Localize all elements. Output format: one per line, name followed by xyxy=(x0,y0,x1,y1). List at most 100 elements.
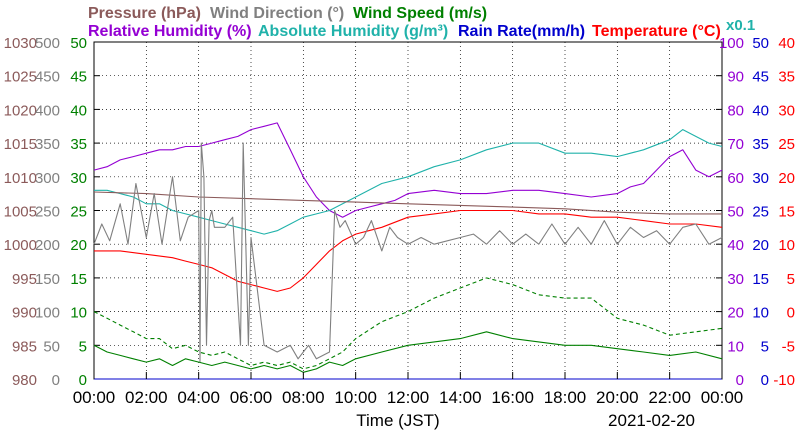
humidity-tick: 30 xyxy=(727,271,744,288)
wind_speed-tick: 5 xyxy=(79,338,87,355)
pressure-tick: 1030 xyxy=(4,35,37,52)
pressure-tick: 995 xyxy=(12,271,37,288)
temperature-tick: 40 xyxy=(778,35,795,52)
wind_speed-tick: 20 xyxy=(70,237,87,254)
pressure-tick: 990 xyxy=(12,305,37,322)
x-tick-label: 04:00 xyxy=(177,388,220,407)
series-line xyxy=(94,129,723,235)
pressure-tick: 980 xyxy=(12,372,37,389)
rain_rate-tick: 50 xyxy=(752,35,769,52)
wind_direction-tick: 150 xyxy=(35,271,60,288)
humidity-tick: 10 xyxy=(727,338,744,355)
header-label: Absolute Humidity (g/m³) xyxy=(258,23,448,40)
rain_rate-tick: 40 xyxy=(752,102,769,119)
wind_direction-tick: 300 xyxy=(35,170,60,187)
wind_direction-tick: 0 xyxy=(52,372,60,389)
humidity-tick: 100 xyxy=(719,35,744,52)
rain_rate-tick: 30 xyxy=(752,170,769,187)
wind_speed-tick: 40 xyxy=(70,102,87,119)
rain_rate-tick: 0 xyxy=(761,372,769,389)
series-line xyxy=(93,122,723,218)
wind_speed-tick: 30 xyxy=(70,170,87,187)
rain_rate-tick: 35 xyxy=(752,136,769,153)
humidity-tick: 20 xyxy=(727,305,744,322)
temperature-tick: 20 xyxy=(778,170,795,187)
x-tick-label: 18:00 xyxy=(544,388,587,407)
x-tick-label: 06:00 xyxy=(230,388,273,407)
multiplier-label: x0.1 xyxy=(726,17,755,34)
temperature-tick: 10 xyxy=(778,237,795,254)
wind_speed-tick: 0 xyxy=(79,372,87,389)
x-axis: 00:00 02:00 04:00 06:00 08:00 10:00 12:00 14:00… xyxy=(73,372,744,407)
x-tick-label: 14:00 xyxy=(439,388,482,407)
wind_speed-tick: 15 xyxy=(70,271,87,288)
wind_direction-tick: 50 xyxy=(43,338,60,355)
x-tick-label: 10:00 xyxy=(334,388,377,407)
rain_rate-tick: 15 xyxy=(752,271,769,288)
wind_speed-tick: 45 xyxy=(70,69,87,86)
header-label: Temperature (°C) xyxy=(592,23,721,40)
x-tick-label: 00:00 xyxy=(73,388,116,407)
humidity-tick: 0 xyxy=(736,372,744,389)
left-axes: 1030102510201015101010051000995990985980… xyxy=(4,35,100,389)
pressure-tick: 1010 xyxy=(4,170,37,187)
series-line xyxy=(93,277,723,370)
pressure-tick: 1020 xyxy=(4,102,37,119)
wind_direction-tick: 400 xyxy=(35,102,60,119)
series-line xyxy=(93,142,723,363)
humidity-tick: 70 xyxy=(727,136,744,153)
pressure-tick: 1000 xyxy=(4,237,37,254)
wind_speed-tick: 50 xyxy=(70,35,87,52)
x-tick-label: 08:00 xyxy=(282,388,325,407)
series-line xyxy=(93,191,722,215)
temperature-tick: -5 xyxy=(782,338,795,355)
humidity-tick: 40 xyxy=(727,237,744,254)
x-tick-label: 00:00 xyxy=(701,388,744,407)
series-line xyxy=(93,331,723,373)
wind_direction-tick: 500 xyxy=(35,35,60,52)
humidity-tick: 90 xyxy=(727,69,744,86)
wind_speed-tick: 35 xyxy=(70,136,87,153)
x-axis-title: Time (JST) xyxy=(356,411,439,430)
pressure-tick: 1025 xyxy=(4,69,37,86)
pressure-tick: 1015 xyxy=(4,136,37,153)
temperature-tick: 15 xyxy=(778,204,795,221)
wind_direction-tick: 200 xyxy=(35,237,60,254)
series-line xyxy=(94,209,723,292)
temperature-tick: 30 xyxy=(778,102,795,119)
pressure-tick: 985 xyxy=(12,338,37,355)
rain_rate-tick: 5 xyxy=(761,338,769,355)
chart-grid xyxy=(93,41,723,380)
temperature-tick: -10 xyxy=(773,372,795,389)
rain_rate-tick: 10 xyxy=(752,305,769,322)
rain_rate-tick: 45 xyxy=(752,69,769,86)
header-label: Rain Rate(mm/h) xyxy=(458,23,585,40)
humidity-tick: 80 xyxy=(727,102,744,119)
wind_direction-tick: 450 xyxy=(35,69,60,86)
wind_direction-tick: 250 xyxy=(35,204,60,221)
x-tick-label: 12:00 xyxy=(387,388,430,407)
rain_rate-tick: 25 xyxy=(752,204,769,221)
header-label: Pressure (hPa) xyxy=(88,5,201,22)
right-axes: 1009080706050403020100504540353025201510… xyxy=(716,35,795,389)
temperature-tick: 5 xyxy=(787,271,795,288)
wind_speed-tick: 25 xyxy=(70,204,87,221)
header-label: Relative Humidity (%) xyxy=(88,23,252,40)
pressure-tick: 1005 xyxy=(4,204,37,221)
temperature-tick: 25 xyxy=(778,136,795,153)
rain_rate-tick: 20 xyxy=(752,237,769,254)
x-tick-label: 22:00 xyxy=(648,388,691,407)
temperature-tick: 0 xyxy=(787,305,795,322)
wind_direction-tick: 100 xyxy=(35,305,60,322)
x-tick-label: 16:00 xyxy=(491,388,534,407)
chart-header: Pressure (hPa) Wind Direction (°) Wind Spe… xyxy=(88,5,755,40)
header-label: Wind Direction (°) xyxy=(210,5,344,22)
wind_speed-tick: 10 xyxy=(70,305,87,322)
x-tick-label: 02:00 xyxy=(125,388,168,407)
humidity-tick: 60 xyxy=(727,170,744,187)
wind_direction-tick: 350 xyxy=(35,136,60,153)
header-label: Wind Speed (m/s) xyxy=(353,5,487,22)
x-tick-label: 20:00 xyxy=(596,388,639,407)
humidity-tick: 50 xyxy=(727,204,744,221)
